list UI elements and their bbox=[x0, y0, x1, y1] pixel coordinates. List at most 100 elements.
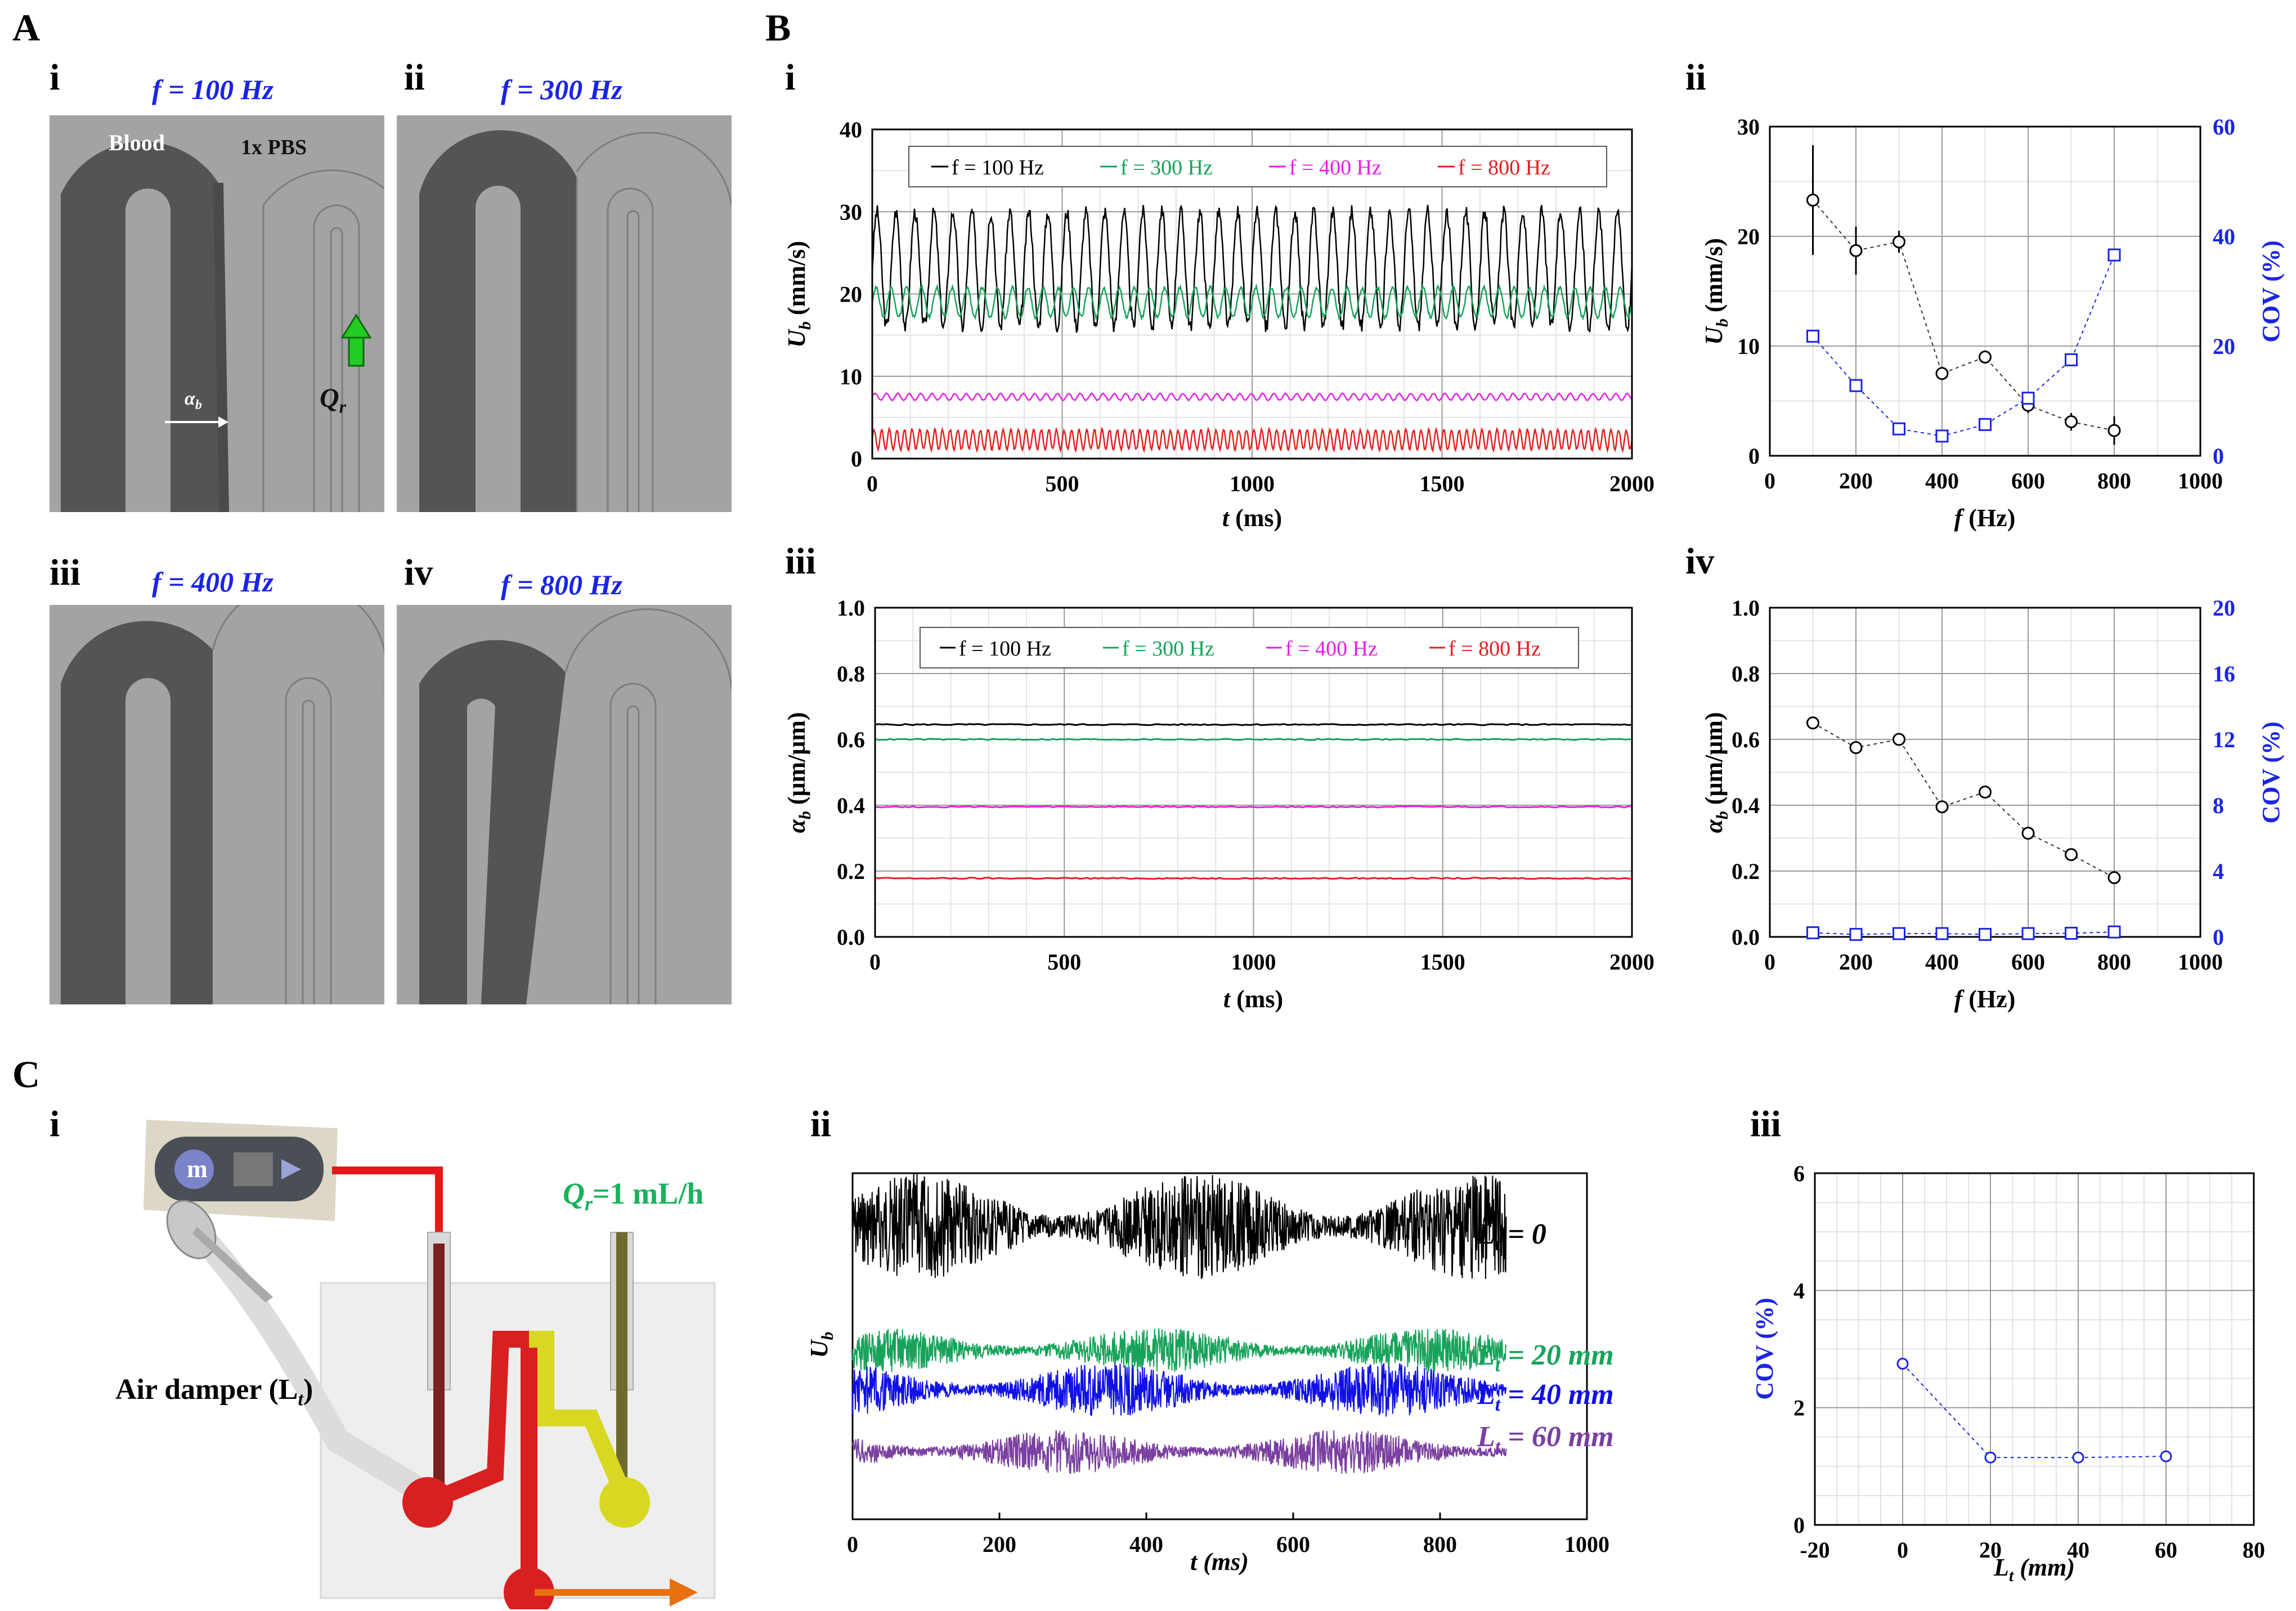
legend-entry: f = 800 Hz bbox=[1458, 156, 1550, 180]
legend-entry: f = 400 Hz bbox=[1285, 637, 1378, 661]
trace-line bbox=[852, 1362, 1507, 1417]
y-tick-label: 30 bbox=[840, 199, 862, 225]
ub-point bbox=[1979, 351, 1992, 364]
chart-Biv: 0 200 400 600 800 1000 0.0 0.2 0.4 0.6 0.8 1.0 0 4 8 12… bbox=[1705, 596, 2285, 1013]
cov-point bbox=[1896, 1358, 1909, 1370]
micrograph-300hz-drawing bbox=[419, 130, 732, 512]
x-tick-label: 0 bbox=[1764, 949, 1775, 975]
x-tick-label: 600 bbox=[2011, 468, 2045, 493]
ab-point bbox=[1806, 716, 1819, 730]
ub-point bbox=[1893, 235, 1905, 249]
sub-label-Ciii: iii bbox=[1750, 1103, 1782, 1145]
trace-line bbox=[852, 1430, 1507, 1474]
micrograph-400hz-drawing bbox=[61, 605, 384, 1004]
legend-entry: f = 300 Hz bbox=[1120, 156, 1213, 180]
series-line bbox=[871, 426, 1633, 454]
y-tick-label: 0 bbox=[1793, 1513, 1805, 1538]
sub-label-Aii: ii bbox=[404, 57, 425, 98]
freq-label-400: f = 400 Hz bbox=[152, 566, 273, 598]
freq-label-800: f = 800 Hz bbox=[501, 569, 622, 600]
x-tick-label: 200 bbox=[1839, 468, 1873, 493]
micrograph-300hz bbox=[397, 115, 732, 512]
cov-point bbox=[1893, 422, 1905, 436]
sub-label-Bii: ii bbox=[1685, 57, 1706, 98]
x-tick-label: 500 bbox=[1047, 949, 1081, 975]
sub-label-Aiii: iii bbox=[50, 552, 81, 593]
panel-label-C: C bbox=[12, 1053, 41, 1096]
x-tick-label: 1000 bbox=[2178, 468, 2223, 493]
cov-point bbox=[1849, 379, 1863, 392]
pbs-label: 1x PBS bbox=[241, 136, 307, 159]
cov-point bbox=[2160, 1450, 2172, 1462]
y-tick-label: 0 bbox=[1748, 443, 1760, 469]
x-tick-label: 0 bbox=[847, 1532, 858, 1557]
sub-label-Biii: iii bbox=[785, 541, 817, 582]
sub-label-Aiv: iv bbox=[404, 552, 433, 593]
y-tick-label: 2 bbox=[1793, 1395, 1805, 1421]
x-tick-label: 600 bbox=[1276, 1532, 1310, 1557]
series-line bbox=[875, 723, 1633, 726]
y2-tick-label: 60 bbox=[2213, 114, 2235, 140]
y2-tick-label: 20 bbox=[2213, 334, 2235, 359]
y-tick-label: 0.4 bbox=[1732, 793, 1760, 818]
x-tick-label: 20 bbox=[1979, 1537, 2002, 1563]
x-tick-label: 600 bbox=[2011, 949, 2045, 975]
chart-Bi-ticks: 0 500 1000 1500 2000 0 10 20 30 40 bbox=[840, 117, 1654, 496]
freq-label-300: f = 300 Hz bbox=[501, 74, 622, 105]
y2-tick-label: 40 bbox=[2213, 224, 2235, 249]
y-tick-label: 20 bbox=[1737, 224, 1760, 249]
legend-entry: f = 100 Hz bbox=[952, 156, 1044, 180]
chart-Bi-legend bbox=[908, 146, 1607, 187]
x-tick-label: 800 bbox=[2097, 468, 2131, 493]
series-line bbox=[871, 204, 1633, 333]
qr-label: Qr bbox=[320, 383, 347, 417]
chip-body bbox=[320, 1282, 716, 1599]
micrograph-100hz: Blood 1x PBS αb Qr bbox=[50, 115, 384, 512]
cov-point bbox=[2107, 925, 2121, 939]
y-tick-label: 0.8 bbox=[837, 661, 865, 686]
y-tick-label: 1.0 bbox=[837, 596, 865, 621]
sub-label-Biv: iv bbox=[1685, 541, 1715, 582]
ub-point bbox=[2107, 424, 2121, 437]
micrograph-400hz bbox=[50, 605, 384, 1004]
x-tick-label: 40 bbox=[2067, 1537, 2089, 1563]
y-tick-label: 0.4 bbox=[837, 793, 865, 818]
legend-entry: f = 800 Hz bbox=[1449, 637, 1541, 661]
chart-Biv-y2label: COV (%) bbox=[2257, 721, 2285, 823]
chart-Bii-ylabel: Ub (mm/s) bbox=[1705, 238, 1732, 345]
x-tick-label: 0 bbox=[1764, 468, 1775, 493]
x-tick-label: 800 bbox=[2097, 949, 2131, 975]
x-tick-label: 1000 bbox=[1564, 1532, 1609, 1557]
chart-Bii-xlabel: f (Hz) bbox=[1954, 504, 2016, 532]
ab-point bbox=[2107, 871, 2121, 885]
cov-point bbox=[1984, 1451, 1997, 1464]
trace-line bbox=[852, 1328, 1507, 1374]
series-line bbox=[875, 738, 1633, 741]
air-damper-label: Air damper (Lt) bbox=[115, 1374, 313, 1410]
chart-Bi-series bbox=[871, 204, 1633, 454]
x-tick-label: 1000 bbox=[2178, 949, 2223, 975]
y-tick-label: 10 bbox=[1737, 334, 1760, 359]
ab-point bbox=[1979, 786, 1992, 799]
x-tick-label: 1000 bbox=[1230, 471, 1275, 496]
x-tick-label: 2000 bbox=[1609, 949, 1654, 975]
cov-point bbox=[1806, 926, 1819, 940]
y-tick-label: 20 bbox=[840, 282, 862, 307]
sub-label-Ci: i bbox=[50, 1103, 60, 1145]
y-tick-label: 0.0 bbox=[837, 925, 865, 950]
ab-point bbox=[2065, 848, 2078, 861]
cov-point bbox=[2021, 927, 2035, 940]
series-line bbox=[871, 392, 1633, 402]
series-line bbox=[875, 877, 1633, 880]
svg-text:m: m bbox=[187, 1155, 208, 1183]
y2-tick-label: 16 bbox=[2213, 661, 2235, 686]
y-tick-label: 1.0 bbox=[1732, 596, 1760, 621]
x-tick-label: 800 bbox=[1423, 1532, 1457, 1557]
sub-label-Bi: i bbox=[785, 57, 796, 98]
y-tick-label: 0.8 bbox=[1732, 661, 1760, 686]
x-tick-label: 400 bbox=[1925, 468, 1959, 493]
x-tick-label: 0 bbox=[1897, 1537, 1908, 1563]
